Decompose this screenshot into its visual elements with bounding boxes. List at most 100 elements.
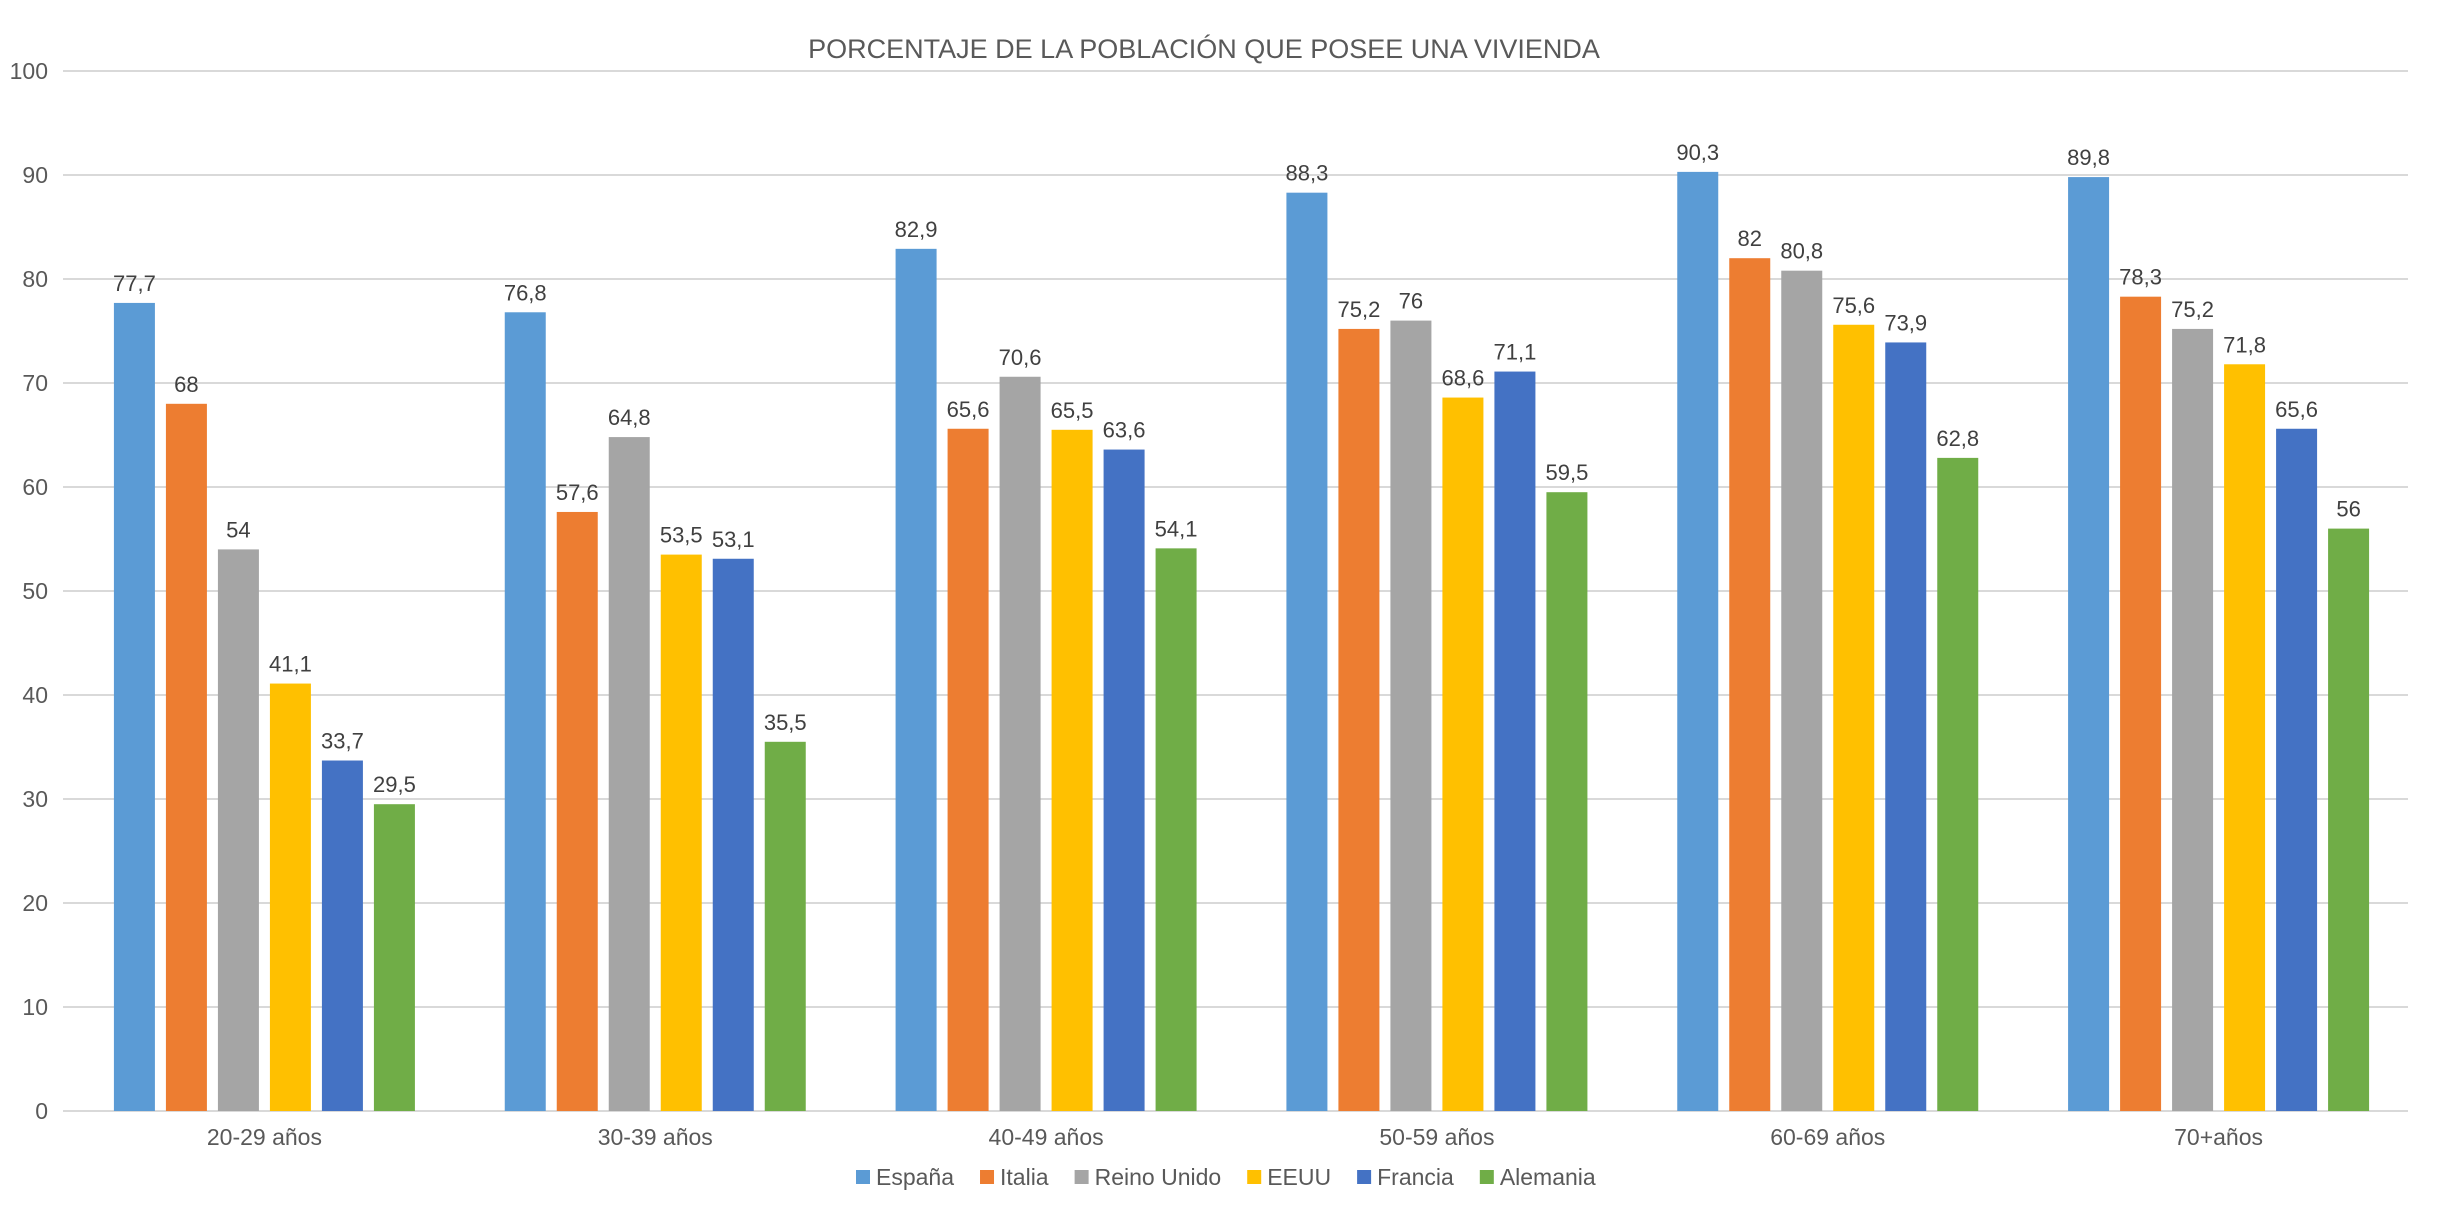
y-tick-label: 20 (22, 890, 48, 916)
data-label: 65,5 (1051, 398, 1094, 423)
bar (1442, 397, 1484, 1111)
y-tick-label: 80 (22, 266, 48, 292)
data-label: 75,2 (2171, 297, 2214, 322)
data-label: 82,9 (895, 217, 938, 242)
y-tick-label: 50 (22, 578, 48, 604)
y-tick-label: 0 (35, 1098, 48, 1124)
bar (165, 403, 207, 1111)
data-label: 33,7 (321, 729, 364, 754)
data-label: 41,1 (269, 652, 312, 677)
data-label: 54,1 (1155, 516, 1198, 541)
legend-label: Italia (1000, 1164, 1049, 1190)
y-tick-label: 90 (22, 162, 48, 188)
bar (1338, 328, 1380, 1111)
y-tick-label: 100 (10, 58, 48, 84)
data-label: 88,3 (1286, 161, 1329, 186)
bar (1729, 258, 1771, 1111)
legend-label: Alemania (1500, 1164, 1596, 1190)
data-label: 71,1 (1494, 340, 1537, 365)
x-category-label: 40-49 años (989, 1124, 1104, 1150)
x-category-label: 30-39 años (598, 1124, 713, 1150)
bar (2328, 528, 2370, 1111)
legend-swatch (856, 1170, 870, 1184)
data-label: 63,6 (1103, 418, 1146, 443)
data-label: 54 (226, 517, 250, 542)
bar (2172, 328, 2214, 1111)
data-label: 75,2 (1338, 297, 1381, 322)
x-category-label: 70+años (2174, 1124, 2263, 1150)
y-tick-label: 30 (22, 786, 48, 812)
data-label: 77,7 (113, 271, 156, 296)
x-category-label: 50-59 años (1379, 1124, 1494, 1150)
y-tick-label: 70 (22, 370, 48, 396)
data-label: 68 (174, 372, 198, 397)
bar (2276, 428, 2318, 1111)
bar (2120, 296, 2162, 1111)
bar (2224, 364, 2266, 1111)
data-label: 90,3 (1676, 140, 1719, 165)
legend-swatch (1357, 1170, 1372, 1184)
bar (764, 741, 806, 1111)
y-tick-label: 40 (22, 682, 48, 708)
legend-swatch (980, 1170, 995, 1184)
data-label: 65,6 (2275, 397, 2318, 422)
bar (321, 760, 363, 1111)
bar (504, 312, 546, 1111)
x-category-label: 60-69 años (1770, 1124, 1885, 1150)
data-label: 65,6 (947, 397, 990, 422)
bar (1494, 371, 1536, 1111)
data-label: 59,5 (1546, 460, 1589, 485)
data-label: 76 (1399, 289, 1423, 314)
bar (712, 558, 754, 1111)
data-label: 73,9 (1884, 310, 1927, 335)
bar (1937, 457, 1979, 1111)
bar (113, 302, 155, 1111)
data-label: 35,5 (764, 710, 807, 735)
bar (1546, 492, 1588, 1111)
bar (1833, 324, 1875, 1111)
bar (947, 428, 989, 1111)
legend-label: España (876, 1164, 954, 1190)
legend-swatch (1479, 1170, 1494, 1184)
bar (660, 554, 702, 1111)
legend-label: EEUU (1267, 1164, 1331, 1190)
data-label: 82 (1738, 226, 1762, 251)
data-label: 68,6 (1442, 366, 1485, 391)
bar (2068, 177, 2110, 1111)
bar (1677, 171, 1719, 1111)
bar (1155, 548, 1197, 1111)
data-label: 56 (2336, 497, 2360, 522)
data-label: 71,8 (2223, 332, 2266, 357)
bar (1781, 270, 1823, 1111)
data-label: 78,3 (2119, 265, 2162, 290)
bar (217, 549, 259, 1111)
bar (373, 804, 415, 1111)
data-label: 29,5 (373, 772, 416, 797)
y-tick-label: 60 (22, 474, 48, 500)
data-label: 64,8 (608, 405, 651, 430)
data-label: 70,6 (999, 345, 1042, 370)
data-label: 76,8 (504, 280, 547, 305)
data-label: 89,8 (2067, 145, 2110, 170)
data-label: 57,6 (556, 480, 599, 505)
bar (999, 376, 1041, 1111)
data-label: 75,6 (1832, 293, 1875, 318)
data-label: 80,8 (1780, 239, 1823, 264)
bar (1390, 320, 1432, 1112)
y-tick-label: 10 (22, 994, 48, 1020)
chart-title: PORCENTAJE DE LA POBLACIÓN QUE POSEE UNA… (808, 33, 1600, 64)
bar (1885, 342, 1927, 1111)
bar (1051, 429, 1093, 1111)
bar (895, 248, 937, 1112)
bar (556, 511, 598, 1112)
data-label: 53,5 (660, 523, 703, 548)
legend-label: Francia (1377, 1164, 1454, 1190)
bar (608, 437, 650, 1112)
bar (1286, 192, 1328, 1111)
legend-label: Reino Unido (1095, 1164, 1222, 1190)
bar (1103, 449, 1145, 1111)
data-label: 53,1 (712, 527, 755, 552)
bar (269, 683, 311, 1111)
data-label: 62,8 (1936, 426, 1979, 451)
